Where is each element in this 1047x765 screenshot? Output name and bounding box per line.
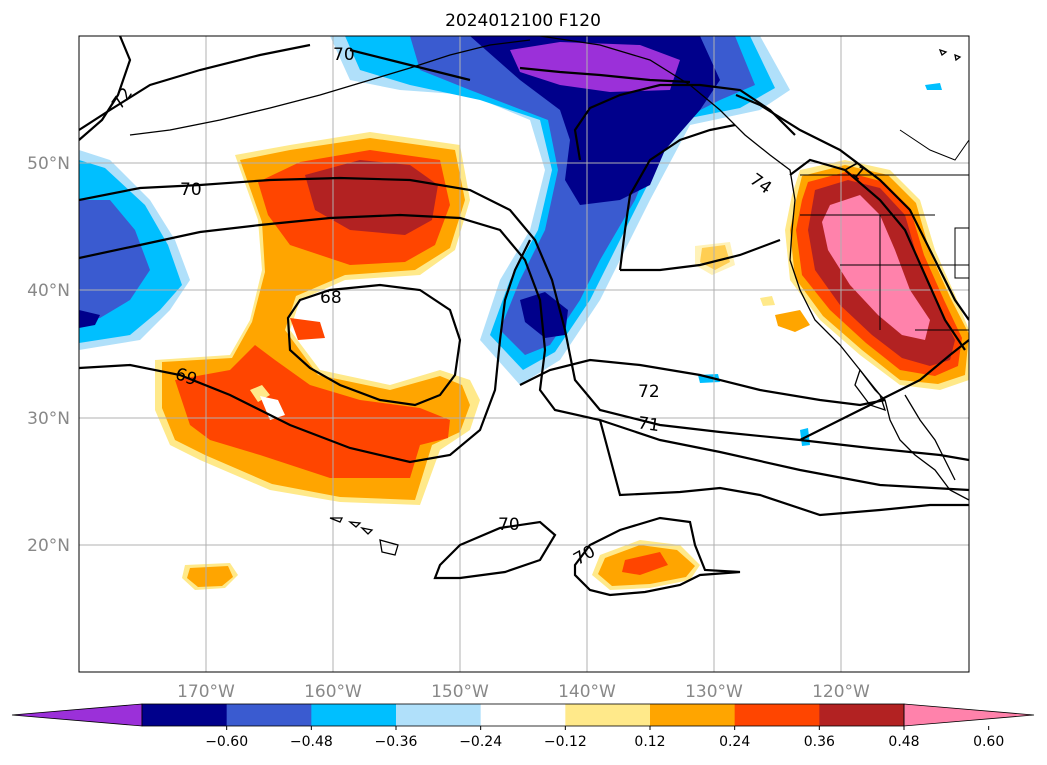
colorbar-tick-label: −0.60 [205, 734, 248, 750]
height-contours [79, 36, 969, 597]
lon-label-120w: 120°W [812, 682, 870, 702]
coastlines [129, 36, 969, 556]
colorbar-tick-label: 0.48 [888, 734, 919, 750]
latitude-labels: 50°N 40°N 30°N 20°N [27, 154, 70, 556]
colorbar-bin [396, 704, 482, 726]
colorbar: −0.60 −0.48 −0.36 −0.24 −0.12 0.12 0.24 0.36 0.4… [11, 703, 1035, 750]
contour-label: 72 [638, 382, 660, 402]
map-frame [78, 35, 970, 673]
colorbar-bin [226, 704, 312, 726]
colorbar-tick-label: −0.24 [459, 734, 502, 750]
colorbar-tick-label: −0.12 [544, 734, 587, 750]
contour-label: 70 [333, 45, 355, 65]
lon-label-170w: 170°W [177, 682, 235, 702]
colorbar-extend-low [11, 703, 143, 727]
colorbar-tick-label: −0.48 [290, 734, 333, 750]
lon-label-140w: 140°W [558, 682, 616, 702]
colorbar-extend-high [903, 703, 1035, 727]
longitude-labels: 170°W 160°W 150°W 140°W 130°W 120°W [177, 682, 870, 702]
colorbar-tick-label: 0.36 [804, 734, 835, 750]
colorbar-bin [311, 704, 397, 726]
colorbar-bin [565, 704, 651, 726]
contour-label: 70 [180, 180, 202, 200]
lat-label-40: 40°N [27, 281, 70, 301]
colorbar-bin [480, 704, 566, 726]
contour-label: 68 [320, 288, 342, 308]
colorbar-tick-label: 0.12 [634, 734, 665, 750]
colorbar-tick-label: 0.60 [973, 734, 1004, 750]
colorbar-bin [142, 704, 228, 726]
colorbar-tick-label: −0.36 [375, 734, 418, 750]
colorbar-bin [819, 704, 905, 726]
lon-label-130w: 130°W [685, 682, 743, 702]
lat-label-50: 50°N [27, 154, 70, 174]
colorbar-bin [734, 704, 820, 726]
contour-label: 70 [498, 515, 520, 535]
lat-label-20: 20°N [27, 536, 70, 556]
map-panel: 72 70 70 68 69 72 71 70 70 74 71 [79, 36, 969, 672]
colorbar-tick-label: 0.24 [719, 734, 750, 750]
lon-label-160w: 160°W [304, 682, 362, 702]
lat-label-30: 30°N [27, 409, 70, 429]
lon-label-150w: 150°W [431, 682, 489, 702]
colorbar-bin [650, 704, 736, 726]
contour-label: 71 [637, 413, 661, 436]
positive-anomaly-westcoast [695, 160, 969, 390]
colorbar-frame [141, 703, 905, 727]
map-title: 2024012100 F120 [445, 11, 601, 31]
